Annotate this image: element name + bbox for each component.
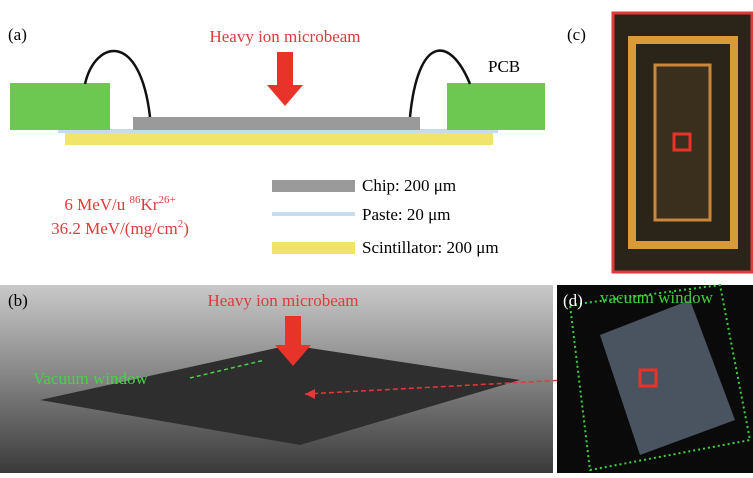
legend-scintillator bbox=[272, 242, 355, 254]
legend-text: Paste: 20 μm bbox=[362, 205, 450, 224]
panel-label: (c) bbox=[567, 25, 586, 44]
pcb-right bbox=[447, 83, 545, 130]
chip bbox=[133, 117, 420, 130]
panel-label: (b) bbox=[8, 291, 28, 310]
scintillator bbox=[65, 133, 493, 145]
window-label: Vacuum window bbox=[33, 369, 148, 388]
beam-label: Heavy ion microbeam bbox=[207, 291, 358, 310]
panel-label: (a) bbox=[8, 25, 27, 44]
legend-text: Scintillator: 200 μm bbox=[362, 238, 499, 257]
panel-b: (b) Heavy ion microbeam Vacuum window bbox=[0, 285, 640, 473]
window-label: vacuum window bbox=[600, 288, 714, 307]
figure: (a) Heavy ion microbeam PCB 6 MeV/u 86Kr… bbox=[0, 0, 753, 473]
beam-arrow bbox=[267, 52, 303, 106]
legend-paste bbox=[272, 212, 355, 216]
panel-c: (c) bbox=[567, 13, 752, 272]
beam-label: Heavy ion microbeam bbox=[209, 27, 360, 46]
ion-label: 6 MeV/u 86Kr26+ bbox=[64, 194, 175, 214]
panel-d: (d) vacuum window bbox=[557, 285, 753, 473]
chip-core bbox=[655, 65, 710, 220]
let-label: 36.2 MeV/(mg/cm2) bbox=[51, 218, 189, 238]
panel-label: (d) bbox=[563, 291, 583, 310]
panel-a: (a) Heavy ion microbeam PCB 6 MeV/u 86Kr… bbox=[8, 25, 545, 257]
legend-chip bbox=[272, 180, 355, 192]
legend-text: Chip: 200 μm bbox=[362, 176, 456, 195]
pcb-left bbox=[10, 83, 110, 130]
pcb-label: PCB bbox=[488, 57, 520, 76]
